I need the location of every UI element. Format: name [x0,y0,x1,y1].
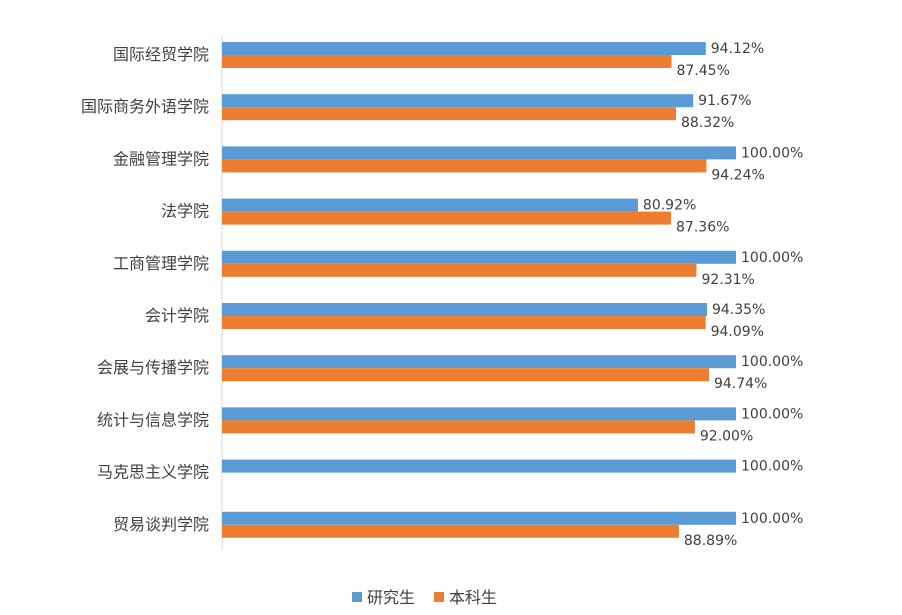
data-label: 87.45% [676,63,729,79]
legend-label: 研究生 [367,588,415,607]
data-label: 100.00% [741,145,803,161]
bar-postgraduate [222,511,736,525]
data-label: 100.00% [741,354,803,370]
data-label: 100.00% [741,459,803,475]
data-label: 100.00% [741,511,803,527]
bar-postgraduate [222,355,736,369]
bar-postgraduate [222,303,707,316]
bar-undergraduate [222,368,709,382]
data-label: 100.00% [741,250,803,266]
data-label: 100.00% [741,406,803,422]
bar-undergraduate [222,107,676,121]
category-label: 法学院 [161,202,209,221]
bar-postgraduate [222,94,694,108]
category-label: 国际商务外语学院 [81,97,209,116]
data-label: 92.00% [700,428,753,444]
bar-undergraduate [222,211,672,225]
legend-swatch [352,592,362,602]
legend-swatch [434,592,444,602]
bar-undergraduate [222,263,697,277]
data-label: 94.35% [712,302,765,318]
bar-undergraduate [222,159,707,173]
bar-undergraduate [222,316,706,329]
category-label: 金融管理学院 [113,149,209,168]
bar-postgraduate [222,407,736,421]
category-label: 会计学院 [145,306,209,325]
category-label: 马克思主义学院 [97,463,209,482]
data-label: 88.32% [681,115,734,131]
data-labels: 94.12% 87.45% 91.67% 88.32% 100.00% 94.24% 80.… [643,41,803,549]
data-label: 80.92% [643,198,696,214]
category-label: 统计与信息学院 [97,410,209,429]
category-labels: 国际经贸学院国际商务外语学院金融管理学院法学院工商管理学院会计学院会展与传播学院… [81,45,209,534]
data-label: 87.36% [676,220,729,236]
bars [222,42,736,538]
category-label: 会展与传播学院 [97,358,209,377]
data-label: 88.89% [684,533,737,549]
data-label: 94.09% [711,324,764,340]
bar-postgraduate [222,42,706,55]
data-label: 94.74% [714,376,767,392]
legend: 研究生 本科生 [352,588,497,607]
category-label: 工商管理学院 [113,254,209,273]
bar-postgraduate [222,459,736,473]
data-label: 92.31% [701,272,754,288]
bar-postgraduate [222,250,736,264]
bar-postgraduate [222,146,736,160]
bar-undergraduate [222,524,679,538]
bar-undergraduate [222,420,695,434]
category-label: 贸易谈判学院 [113,515,209,534]
bar-postgraduate [222,198,638,212]
data-label: 94.24% [711,167,764,183]
data-label: 91.67% [698,93,751,109]
bar-undergraduate [222,55,672,68]
data-label: 94.12% [711,41,764,57]
legend-label: 本科生 [449,588,497,607]
category-label: 国际经贸学院 [113,45,209,64]
